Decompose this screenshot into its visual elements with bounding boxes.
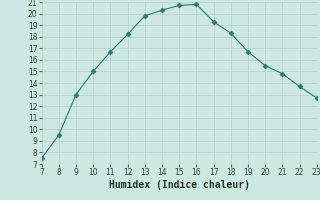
X-axis label: Humidex (Indice chaleur): Humidex (Indice chaleur) [109, 180, 250, 190]
